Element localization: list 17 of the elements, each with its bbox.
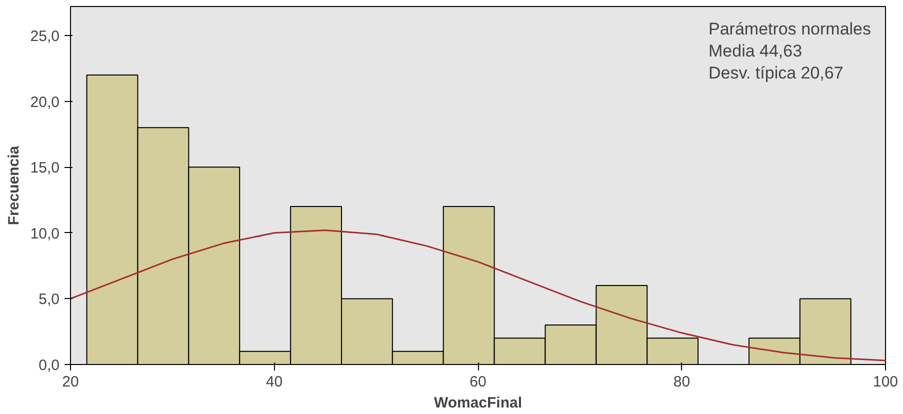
y-tick-label: 25,0 <box>30 28 60 45</box>
y-tick-label: 15,0 <box>30 160 60 177</box>
y-tick-label: 0,0 <box>38 357 60 374</box>
y-tick-label: 10,0 <box>30 225 60 242</box>
annotation: Parámetros normales <box>708 20 872 38</box>
x-tick-label: 40 <box>266 374 283 390</box>
annotation: Media 44,63 <box>708 42 802 60</box>
annotation: Desv. típica 20,67 <box>708 64 844 82</box>
x-tick-label: 20 <box>62 374 79 390</box>
x-tick-label: 60 <box>470 374 486 390</box>
y-tick-label: 20,0 <box>30 94 60 111</box>
x-axis-title: WomacFinal <box>434 394 522 412</box>
y-tick-label: 5,0 <box>38 291 60 308</box>
x-tick-label: 80 <box>673 374 690 390</box>
line-series <box>70 230 886 362</box>
y-axis-title: Frecuencia <box>5 145 22 226</box>
x-tick-label: 100 <box>872 374 898 390</box>
